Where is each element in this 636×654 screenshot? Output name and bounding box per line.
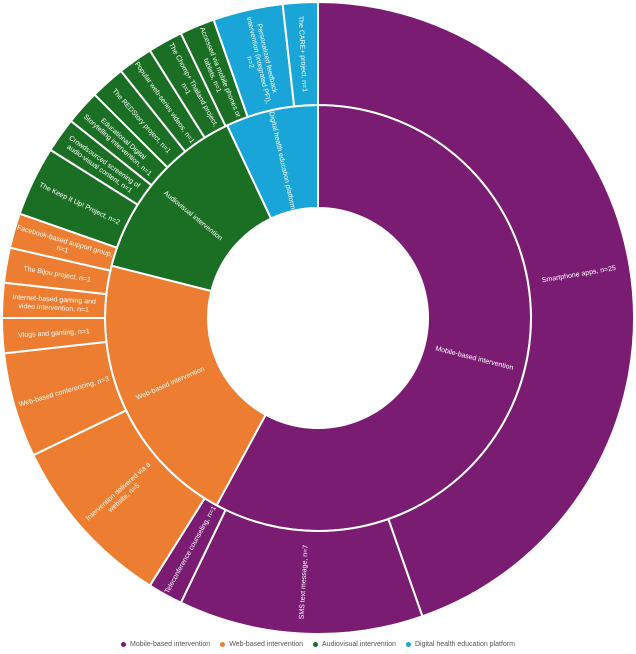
outer-label-vlogs-and-gaming-n-1: Vlogs and gaming, n=1 bbox=[18, 328, 90, 339]
legend-item-audiovisual-intervention: Audiovisual intervention bbox=[313, 641, 396, 648]
legend-swatch bbox=[121, 642, 127, 647]
legend-label: Web-based intervention bbox=[229, 641, 304, 648]
outer-segment-smartphone-apps-n-25 bbox=[317, 0, 635, 618]
legend-item-web-based-intervention: Web-based intervention bbox=[220, 641, 303, 648]
outer-label-sms-text-message-n-7: SMS text message, n=7 bbox=[299, 545, 310, 620]
outer-label-internet-based-gaming-and-video-intervention-n-1: Internet-based gaming andvideo intervent… bbox=[12, 294, 97, 314]
outer-label-the-care-project-n-1: The CARE+ project, n=1 bbox=[297, 16, 308, 93]
legend-swatch bbox=[313, 642, 319, 647]
legend-swatch bbox=[220, 642, 226, 647]
legend-item-digital-health-education-platform: Digital health education platform bbox=[405, 641, 515, 648]
legend-item-mobile-based-intervention: Mobile-based intervention bbox=[121, 641, 210, 648]
outer-segment-the-care-project-n-1 bbox=[281, 0, 319, 108]
legend-swatch bbox=[405, 642, 411, 647]
legend-label: Mobile-based intervention bbox=[130, 641, 211, 648]
legend-label: Audiovisual intervention bbox=[322, 641, 396, 648]
chart-legend: Mobile-based intervention Web-based inter… bbox=[0, 641, 636, 649]
legend-label: Digital health education platform bbox=[414, 641, 515, 648]
